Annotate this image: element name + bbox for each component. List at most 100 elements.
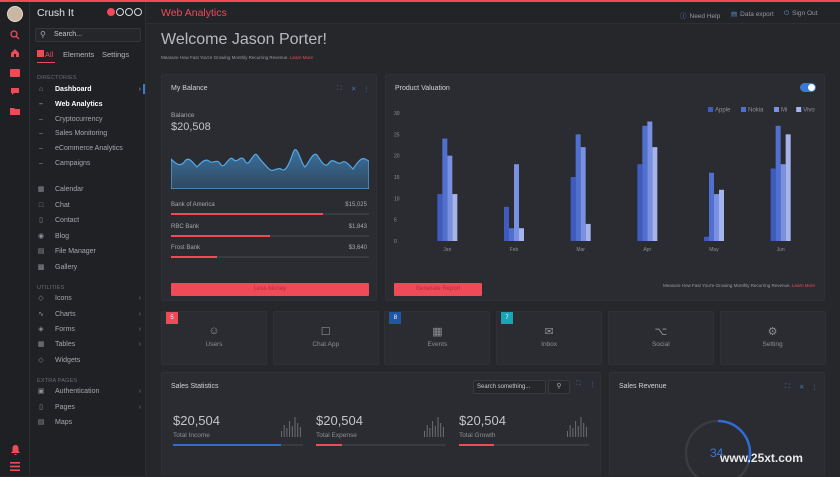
expand-icon[interactable]: ⛶	[785, 383, 790, 390]
section-directories: DIRECTORIES	[37, 75, 77, 81]
bar-nokia-may[interactable]	[709, 172, 714, 241]
sidebar-subitem-campaigns[interactable]: – Campaigns	[37, 158, 141, 170]
bar-apple-apr[interactable]	[637, 164, 643, 241]
chat-icon[interactable]	[9, 87, 21, 99]
bar-mi-feb[interactable]	[514, 164, 519, 241]
tab-all[interactable]: All	[45, 50, 54, 59]
tile-inbox[interactable]: 7 ✉ Inbox	[496, 311, 603, 365]
sidebar-item-forms[interactable]: ◈ Forms ›	[37, 324, 141, 336]
bar-apple-feb[interactable]	[504, 206, 509, 241]
less-money-button[interactable]: Less Money	[171, 283, 369, 296]
bar-mi-jan[interactable]	[447, 155, 453, 241]
bar-nokia-feb[interactable]	[509, 228, 514, 241]
bar-apple-jan[interactable]	[437, 194, 443, 241]
expand-icon[interactable]: ⛶	[337, 85, 342, 92]
data-export-link[interactable]: ▤ Data export	[731, 10, 774, 18]
sidebar-item-contact[interactable]: ▯ Contact	[37, 215, 141, 227]
account-value: $3,640	[348, 245, 367, 251]
sidebar-subitem-web-analytics[interactable]: – Web Analytics	[37, 99, 141, 111]
sidebar-item-icons[interactable]: ◇ Icons ›	[37, 293, 141, 305]
bar-apple-may[interactable]	[704, 236, 709, 241]
learn-more-link[interactable]: Learn More	[289, 55, 313, 60]
balance-amount: $20,508	[171, 121, 211, 133]
sidebar-item-authentication[interactable]: ▣ Authentication ›	[37, 386, 141, 398]
mail-icon[interactable]	[9, 68, 21, 80]
bar-apple-jun[interactable]	[770, 168, 776, 241]
tab-elements[interactable]: Elements	[63, 50, 95, 59]
sales-search-input[interactable]: Search something...	[473, 380, 546, 394]
bar-nokia-mar[interactable]	[575, 134, 581, 241]
bar-mi-may[interactable]	[714, 194, 719, 241]
x-tick-label: Jun	[777, 247, 785, 253]
bar-mi-mar[interactable]	[580, 147, 586, 241]
generate-report-button[interactable]: Generate Report	[394, 283, 482, 296]
bar-vivo-may[interactable]	[719, 189, 724, 241]
tile-users[interactable]: 5 ☺ Users	[161, 311, 267, 365]
bar-vivo-jun[interactable]	[785, 134, 791, 241]
close-icon[interactable]: ✕	[351, 86, 357, 93]
bar-vivo-feb[interactable]	[519, 228, 524, 241]
tile-setting[interactable]: ⚙ Setting	[719, 311, 826, 365]
bell-icon[interactable]	[9, 445, 21, 457]
menu-icon[interactable]	[9, 462, 21, 474]
sidebar-item-calendar[interactable]: ▦ Calendar	[37, 184, 141, 196]
bar-vivo-apr[interactable]	[652, 147, 658, 241]
more-icon[interactable]: ⋮	[589, 381, 596, 388]
bar-vivo-mar[interactable]	[585, 223, 591, 241]
sidebar-subitem-ecommerce[interactable]: – eCommerce Analytics	[37, 143, 141, 155]
sidebar-item-dashboard[interactable]: ⌂ Dashboard ›	[37, 84, 141, 96]
mini-bar-icon	[567, 417, 587, 437]
stat-total-growth: $20,504 Total Growth	[459, 413, 594, 453]
bar-nokia-apr[interactable]	[642, 125, 648, 241]
subtitle-text: Measure How Fast You're Growing Monthly …	[161, 55, 289, 60]
sidebar-item-charts[interactable]: ∿ Charts ›	[37, 309, 141, 321]
sidebar-subitem-sales-monitoring[interactable]: – Sales Monitoring	[37, 128, 141, 140]
chart-icon: ∿	[38, 311, 44, 318]
account-progress-fill	[171, 235, 270, 237]
sidebar-item-label: Dashboard	[55, 86, 92, 93]
bar-nokia-jun[interactable]	[775, 125, 781, 241]
bar-apple-mar[interactable]	[570, 177, 576, 241]
bar-vivo-jan[interactable]	[452, 194, 458, 241]
card-title: Product Valuation	[395, 85, 450, 92]
expand-icon[interactable]: ⛶	[576, 380, 581, 387]
tile-label: Setting	[762, 341, 783, 348]
tile-social[interactable]: ⌥ Social	[607, 311, 714, 365]
badge: 5	[166, 312, 178, 324]
toggle-switch[interactable]	[800, 83, 816, 92]
bar-mi-apr[interactable]	[647, 121, 653, 241]
sidebar-item-widgets[interactable]: ◇ Widgets	[37, 355, 141, 367]
balance-label: Balance	[171, 112, 195, 119]
need-help-link[interactable]: ⓘ Need Help	[680, 10, 720, 20]
avatar[interactable]	[7, 6, 23, 22]
bar-nokia-jan[interactable]	[442, 138, 448, 241]
chevron-right-icon: ›	[138, 311, 141, 318]
product-valuation-chart: 30 25 20 15 10 5 0 Jan Feb Mar Apr May Jun Apple Nokia…	[394, 107, 815, 253]
close-icon[interactable]: ✕	[799, 384, 805, 391]
y-tick-label: 20	[394, 154, 400, 160]
sidebar-item-tables[interactable]: ▦ Tables ›	[37, 339, 141, 351]
sidebar-item-file-manager[interactable]: ▤ File Manager	[37, 246, 141, 258]
tile-chat-app[interactable]: ☐ Chat App	[272, 311, 379, 365]
more-icon[interactable]: ⋮	[811, 384, 818, 391]
sidebar-subitem-cryptocurrency[interactable]: – Cryptocurrency	[37, 114, 141, 126]
sidebar-item-gallery[interactable]: ▩ Gallery	[37, 262, 141, 274]
learn-more-link[interactable]: Learn More	[791, 283, 815, 288]
tab-settings[interactable]: Settings	[102, 50, 130, 59]
search-icon[interactable]	[9, 30, 21, 42]
sign-out-link[interactable]: ⏻ Sign Out	[784, 10, 817, 18]
sales-search-button[interactable]: ⚲	[548, 380, 570, 394]
sidebar-item-pages[interactable]: ▯ Pages ›	[37, 402, 141, 414]
sidebar-search-input[interactable]: ⚲ Search...	[35, 28, 141, 42]
bar-mi-jun[interactable]	[780, 164, 786, 241]
sidebar-item-chat[interactable]: □ Chat	[37, 200, 141, 212]
folder-icon[interactable]	[9, 106, 21, 118]
sidebar-item-maps[interactable]: ▤ Maps	[37, 417, 141, 429]
home-icon[interactable]	[9, 48, 21, 60]
more-icon[interactable]: ⋮	[363, 86, 370, 93]
chevron-right-icon: ›	[138, 341, 141, 348]
legend-label: Apple	[715, 108, 731, 114]
stat-label: Total Growth	[459, 432, 496, 439]
sidebar-item-blog[interactable]: ◉ Blog	[37, 231, 141, 243]
tile-events[interactable]: 8 ▦ Events	[384, 311, 491, 365]
